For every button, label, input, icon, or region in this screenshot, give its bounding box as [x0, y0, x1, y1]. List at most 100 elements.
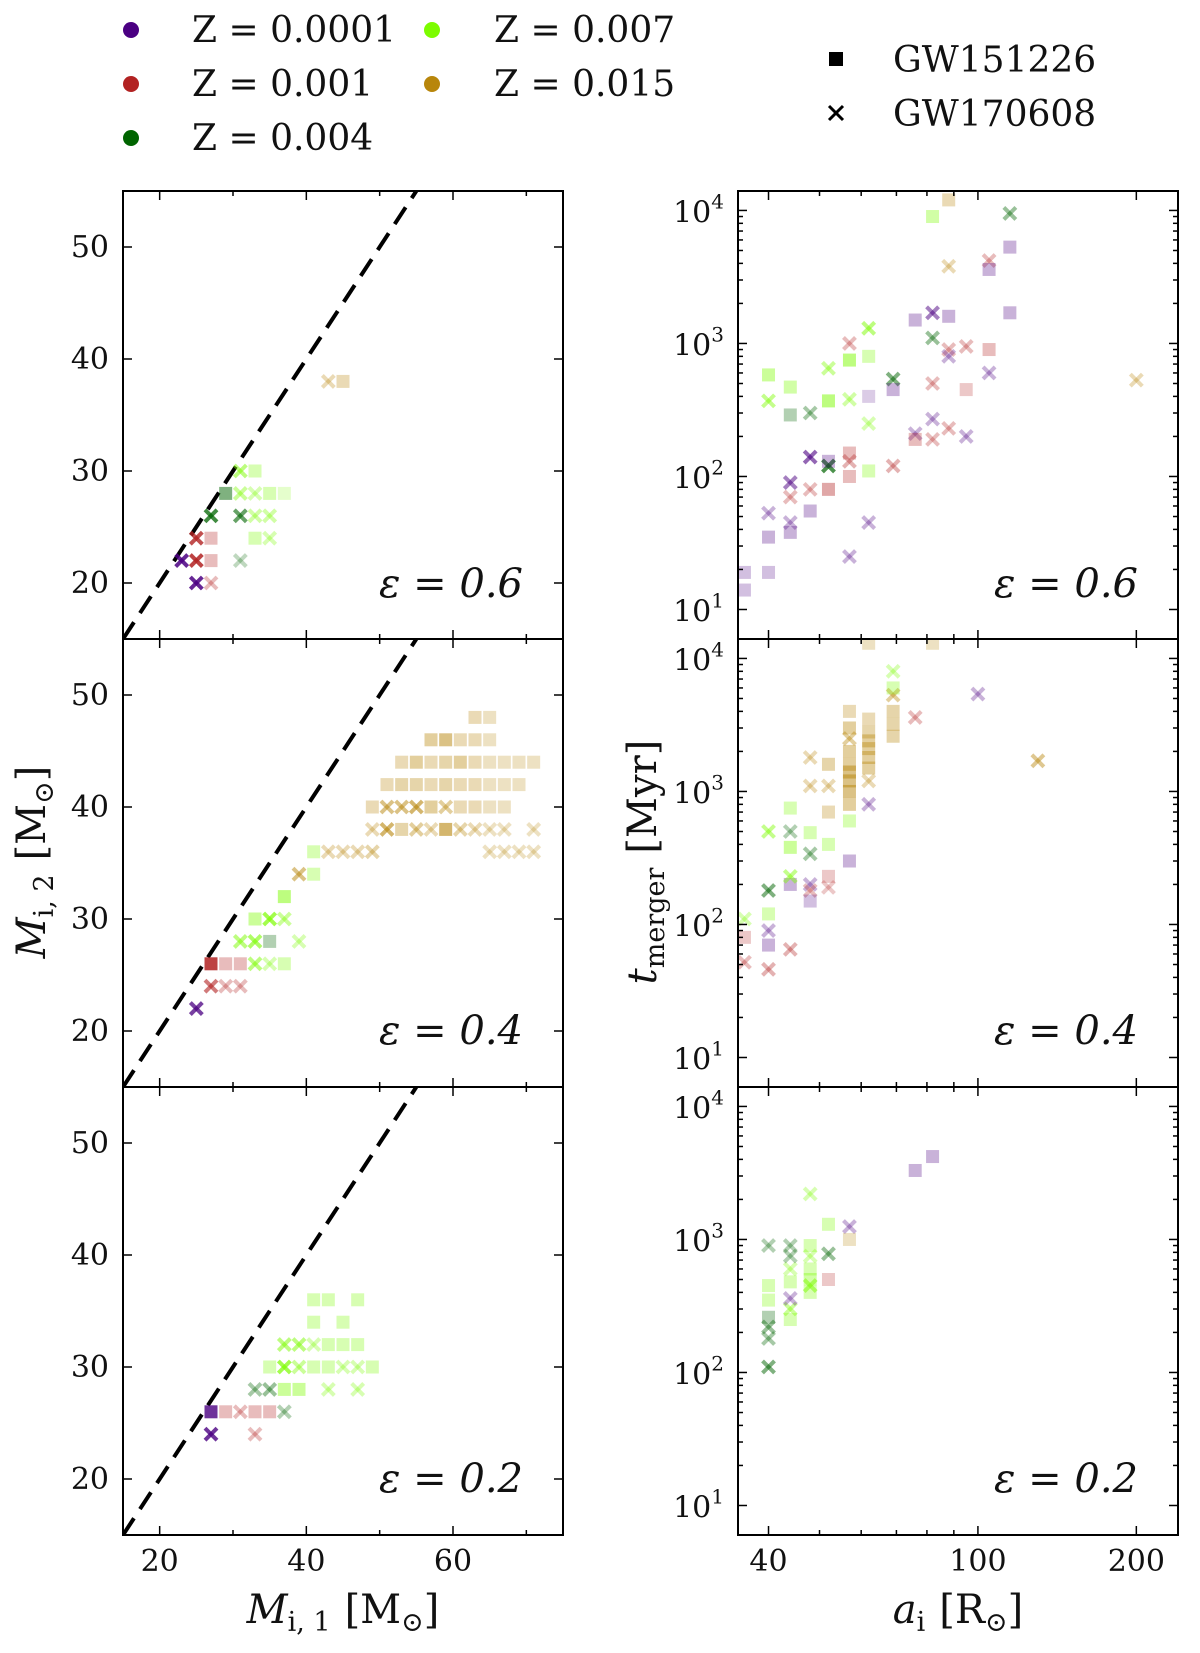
- equal-mass-line: [123, 191, 419, 639]
- square-point: [738, 583, 751, 597]
- cross-point: [761, 1238, 776, 1253]
- legend-dot-z0001: [123, 22, 139, 38]
- cross-point: [802, 1278, 818, 1293]
- square-point: [453, 800, 467, 814]
- cross-point: [379, 821, 395, 837]
- x-tick-label: 100: [949, 1544, 1006, 1579]
- cross-point: [320, 844, 336, 860]
- square-point: [842, 469, 856, 483]
- y-tick-label: 40: [71, 1238, 109, 1273]
- square-point: [365, 1360, 379, 1374]
- square-point: [803, 1239, 817, 1253]
- square-point: [219, 957, 233, 971]
- cross-point: [861, 515, 877, 531]
- y-tick-label: 101: [673, 1484, 724, 1525]
- frame-mass-bottom: [122, 1086, 564, 1536]
- square-point: [862, 349, 876, 363]
- legend-metallicity: Z = 0.0001 Z = 0.001 Z = 0.004 Z = 0.007…: [123, 10, 675, 159]
- cross-point: [291, 933, 307, 949]
- y-tick-label: 20: [71, 1462, 109, 1497]
- legend-label-gw170608: GW170608: [893, 94, 1096, 135]
- square-point: [886, 704, 900, 718]
- square-point: [842, 353, 856, 367]
- y-tick-label: 103: [673, 322, 724, 363]
- square-point: [307, 1315, 321, 1329]
- square-point: [424, 755, 438, 769]
- square-point: [321, 1293, 335, 1307]
- square-point: [424, 733, 438, 747]
- square-point: [248, 531, 262, 545]
- legend-label-z001: Z = 0.001: [192, 64, 373, 105]
- left-x-axis-subscript: i, 1: [288, 1607, 331, 1638]
- axis-ticks: 20 30 40 50 20 30 40 50 20 40 60 20 30 40 50 101 102 103 1…: [71, 189, 1178, 1579]
- cross-point: [232, 1404, 248, 1420]
- y-tick-label: 50: [71, 678, 109, 713]
- square-point: [886, 681, 900, 695]
- cross-point: [782, 1291, 798, 1306]
- panel-label-mass-top: ε = 0.6: [379, 561, 523, 607]
- cross-point: [925, 330, 940, 346]
- left-x-axis-title: Mi, 1 [M⊙]: [246, 1587, 440, 1638]
- left-y-axis-symbol: M: [9, 916, 55, 959]
- right-y-axis-unit: [Myr]: [620, 740, 666, 854]
- square-point: [439, 778, 453, 792]
- cross-point: [232, 463, 248, 479]
- cross-point: [423, 821, 439, 837]
- square-point: [483, 733, 497, 747]
- cross-point: [925, 431, 940, 447]
- square-point: [842, 721, 856, 735]
- cross-point: [907, 710, 923, 725]
- square-point: [926, 639, 940, 650]
- square-point: [783, 1275, 797, 1289]
- cross-point: [981, 365, 997, 381]
- legend-label-z004: Z = 0.004: [192, 118, 373, 159]
- cross-point: [482, 844, 498, 860]
- cross-point: [802, 883, 818, 898]
- square-point: [803, 826, 817, 840]
- square-point: [409, 778, 423, 792]
- cross-point: [821, 778, 836, 794]
- square-point: [248, 912, 262, 926]
- square-point: [365, 800, 379, 814]
- square-point: [395, 755, 409, 769]
- left-x-axis-close: ]: [424, 1587, 440, 1633]
- cross-point: [232, 485, 248, 501]
- square-point: [439, 733, 453, 747]
- cross-point: [203, 575, 219, 591]
- y-tick-label: 30: [71, 454, 109, 489]
- square-point: [219, 1405, 233, 1419]
- square-point: [862, 639, 876, 650]
- cross-point: [782, 824, 798, 839]
- cross-point: [379, 799, 395, 815]
- cross-point: [782, 1301, 798, 1317]
- square-point: [738, 930, 751, 944]
- left-y-axis-title: Mi, 2 [M⊙]: [9, 766, 60, 960]
- cross-point: [761, 961, 776, 977]
- cross-point: [526, 821, 542, 837]
- cross-point: [925, 376, 940, 391]
- cross-point: [802, 846, 818, 862]
- cross-point: [802, 405, 818, 421]
- square-point: [908, 313, 922, 327]
- square-point: [842, 1232, 856, 1246]
- square-point: [842, 744, 856, 758]
- square-point: [862, 725, 876, 739]
- square-point: [783, 408, 797, 422]
- points-mass-top: [123, 191, 419, 639]
- panel-label-time-middle: ε = 0.4: [994, 1008, 1138, 1054]
- cross-point: [408, 799, 424, 815]
- cross-point: [958, 339, 974, 354]
- cross-point: [511, 844, 527, 860]
- square-point: [738, 565, 751, 579]
- cross-point: [981, 253, 997, 268]
- cross-point: [782, 475, 798, 490]
- cross-point: [821, 360, 836, 376]
- right-y-axis-title: tmerger [Myr]: [620, 740, 671, 985]
- y-tick-label: 102: [673, 1351, 724, 1392]
- square-point: [821, 482, 835, 496]
- x-tick-label: 200: [1108, 1544, 1165, 1579]
- y-tick-label: 104: [673, 1085, 724, 1126]
- square-point: [783, 840, 797, 854]
- cross-point: [941, 420, 957, 436]
- square-point: [263, 1360, 277, 1374]
